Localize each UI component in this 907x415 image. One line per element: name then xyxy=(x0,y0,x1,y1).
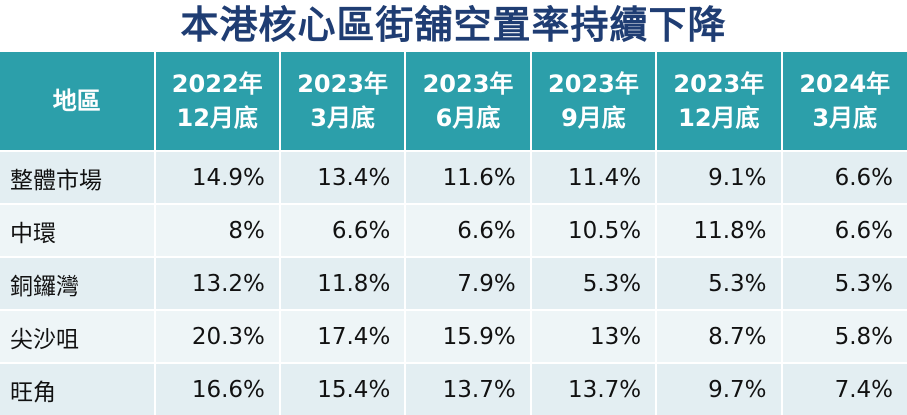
column-header-2023-mar: 2023年 3月底 xyxy=(279,52,407,151)
column-header-month: 3月底 xyxy=(310,104,375,132)
column-header-2023-dec: 2023年 12月底 xyxy=(656,52,783,151)
table-cell: 13.7% xyxy=(405,362,532,415)
table-cell: 14.9% xyxy=(154,150,281,204)
column-header-month: 3月底 xyxy=(812,104,878,132)
table-cell: 9.1% xyxy=(656,150,783,204)
table-cell: 8.7% xyxy=(656,309,783,363)
column-header-year: 2023年 xyxy=(548,70,639,98)
column-header-year: 2023年 xyxy=(297,70,388,98)
column-header-month: 9月底 xyxy=(561,104,626,132)
table-cell: 11.6% xyxy=(405,150,532,204)
column-header-2022-dec: 2022年 12月底 xyxy=(154,52,281,151)
column-header-year: 2022年 xyxy=(171,70,263,98)
table-cell: 6.6% xyxy=(781,150,907,204)
table-cell: 10.5% xyxy=(530,203,658,257)
column-header-month: 6月底 xyxy=(435,104,501,132)
table-row: 銅鑼灣 13.2% 11.8% 7.9% 5.3% 5.3% 5.3% xyxy=(0,256,907,310)
table-cell: 5.8% xyxy=(781,309,907,363)
table-cell: 13.7% xyxy=(530,362,658,415)
table-cell: 6.6% xyxy=(405,203,532,257)
table-row: 整體市場 14.9% 13.4% 11.6% 11.4% 9.1% 6.6% xyxy=(0,150,907,204)
column-header-2023-jun: 2023年 6月底 xyxy=(405,52,532,151)
column-header-year: 2024年 xyxy=(799,70,891,98)
row-label: 旺角 xyxy=(0,362,156,415)
table-cell: 16.6% xyxy=(154,362,281,415)
table-cell: 5.3% xyxy=(530,256,658,310)
row-label: 整體市場 xyxy=(0,150,156,204)
table-cell: 8% xyxy=(154,203,281,257)
table-cell: 15.4% xyxy=(279,362,407,415)
column-header-region: 地區 xyxy=(0,52,156,151)
table-cell: 11.8% xyxy=(279,256,407,310)
table-cell: 5.3% xyxy=(656,256,783,310)
column-header-year: 2023年 xyxy=(673,70,765,98)
column-header-2023-sep: 2023年 9月底 xyxy=(530,52,658,151)
table-cell: 13.4% xyxy=(279,150,407,204)
header-row: 地區 2022年 12月底 2023年 3月底 2023年 6月底 2023年 … xyxy=(0,52,907,151)
table-cell: 13% xyxy=(530,309,658,363)
table-row: 旺角 16.6% 15.4% 13.7% 13.7% 9.7% 7.4% xyxy=(0,362,907,415)
column-header-month: 12月底 xyxy=(678,104,760,132)
vacancy-table: 地區 2022年 12月底 2023年 3月底 2023年 6月底 2023年 … xyxy=(0,52,907,415)
table-cell: 13.2% xyxy=(154,256,281,310)
table-cell: 6.6% xyxy=(781,203,907,257)
column-header-label: 地區 xyxy=(52,87,101,115)
table-cell: 7.9% xyxy=(405,256,532,310)
column-header-month: 12月底 xyxy=(176,104,258,132)
row-label: 尖沙咀 xyxy=(0,309,156,363)
row-label: 中環 xyxy=(0,203,156,257)
table-row: 尖沙咀 20.3% 17.4% 15.9% 13% 8.7% 5.8% xyxy=(0,309,907,363)
table-cell: 11.8% xyxy=(656,203,783,257)
column-header-2024-mar: 2024年 3月底 xyxy=(781,52,907,151)
table-cell: 20.3% xyxy=(154,309,281,363)
table-cell: 17.4% xyxy=(279,309,407,363)
table-cell: 5.3% xyxy=(781,256,907,310)
chart-title: 本港核心區街舖空置率持續下降 xyxy=(180,2,727,47)
table-row: 中環 8% 6.6% 6.6% 10.5% 11.8% 6.6% xyxy=(0,203,907,257)
table-cell: 15.9% xyxy=(405,309,532,363)
table-cell: 9.7% xyxy=(656,362,783,415)
table-cell: 7.4% xyxy=(781,362,907,415)
table-cell: 6.6% xyxy=(279,203,407,257)
table-cell: 11.4% xyxy=(530,150,658,204)
column-header-year: 2023年 xyxy=(422,70,514,98)
row-label: 銅鑼灣 xyxy=(0,256,156,310)
